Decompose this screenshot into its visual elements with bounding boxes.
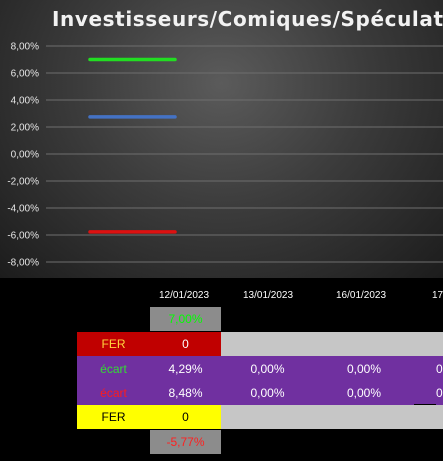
y-tick-label: 8,00% [11,42,39,53]
ecart-label[interactable]: écart [77,357,150,381]
top-value-cell[interactable]: 7,00% [150,307,221,331]
y-tick-label: 0,00% [11,150,39,161]
ecart-value[interactable]: 0,00% [221,357,314,381]
y-tick-label: 2,00% [11,123,39,134]
chart-title: Investisseurs/Comiques/Spéculateurs [52,7,443,31]
ecart-label[interactable]: écart [77,381,150,405]
fer-top-label[interactable]: FER [77,332,150,356]
ecart-value[interactable]: 0 [436,357,443,381]
ecart-value[interactable]: 0 [436,381,443,405]
y-tick-label: -2,00% [7,177,39,188]
ecart-value[interactable]: 4,29% [150,357,221,381]
y-tick-label: 4,00% [11,96,39,107]
fer-top-value[interactable]: 0 [150,332,221,356]
fer-bottom-label[interactable]: FER [77,405,150,429]
date-header: 13/01/2023 [243,290,294,301]
y-tick-label: -8,00% [7,258,39,269]
y-tick-label: 6,00% [11,69,39,80]
line-chart: 8,00% 6,00% 4,00% 2,00% 0,00% -2,00% -4,00% -6,… [7,42,443,269]
date-header: 12/01/2023 [159,290,210,301]
chart-area: 8,00% 6,00% 4,00% 2,00% 0,00% -2,00% -4,00% -6,… [0,0,443,278]
date-header-row: 12/01/2023 13/01/2023 16/01/2023 17 [0,290,443,304]
fer-bottom-value[interactable]: 0 [150,405,221,429]
y-axis-ticks: 8,00% 6,00% 4,00% 2,00% 0,00% -2,00% -4,00% -6,… [7,42,39,269]
ecart-value[interactable]: 8,48% [150,381,221,405]
bottom-value-cell[interactable]: -5,77% [150,430,221,454]
date-header: 17 [432,290,443,301]
ecart-value[interactable]: 0,00% [314,381,414,405]
y-tick-label: -4,00% [7,204,39,215]
fer-top-band [221,332,443,356]
ecart-value[interactable]: 0,00% [314,357,414,381]
fer-bottom-band [221,405,443,429]
chart-gridlines [46,45,443,263]
y-tick-label: -6,00% [7,231,39,242]
chart-series [88,57,177,234]
ecart-value[interactable]: 0,00% [221,381,314,405]
date-header: 16/01/2023 [336,290,387,301]
